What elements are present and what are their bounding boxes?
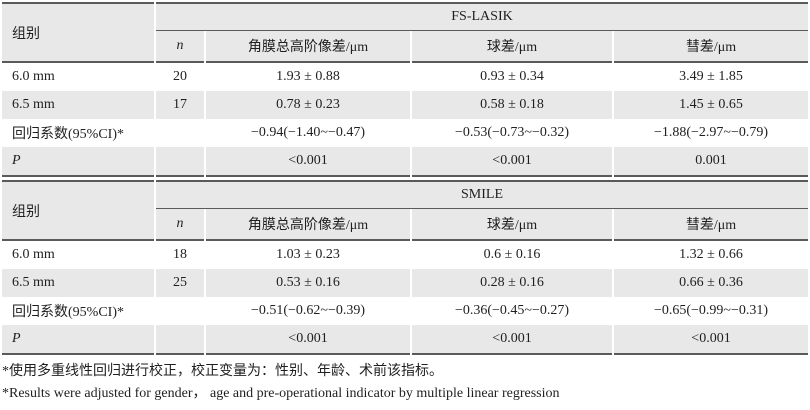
value-cell: <0.001 xyxy=(206,147,410,177)
n-cell: 20 xyxy=(156,63,204,91)
column-header-n: n xyxy=(156,31,204,63)
group-header-row: 组别 SMILE xyxy=(2,180,808,241)
value-cell: 0.28 ± 0.16 xyxy=(412,269,612,297)
value-cell: 1.03 ± 0.23 xyxy=(206,241,410,269)
n-cell: 17 xyxy=(156,91,204,119)
row-label-cell: 回归系数(95%CI)* xyxy=(2,297,154,325)
row-label-cell: 6.5 mm xyxy=(2,91,154,119)
footnote-english: *Results were adjusted for gender， age a… xyxy=(2,386,560,401)
table-row: 6.0 mm 20 1.93 ± 0.88 0.93 ± 0.34 3.49 ±… xyxy=(2,63,808,91)
value-cell: <0.001 xyxy=(412,325,612,355)
table-row: P <0.001 <0.001 <0.001 xyxy=(2,325,808,355)
table-row: P <0.001 <0.001 0.001 xyxy=(2,147,808,177)
aberration-table-smile: 组别 SMILE n 角膜总高阶像差/μm 球差/μm 彗差/μm 6.0 mm… xyxy=(0,180,810,355)
value-cell: 1.45 ± 0.65 xyxy=(614,91,808,119)
row-label-cell: 6.0 mm xyxy=(2,63,154,91)
aberration-table-fs-lasik: 组别 FS-LASIK n 角膜总高阶像差/μm 球差/μm 彗差/μm 6.0… xyxy=(0,2,810,177)
table-row: 6.5 mm 17 0.78 ± 0.23 0.58 ± 0.18 1.45 ±… xyxy=(2,91,808,119)
value-cell: 0.58 ± 0.18 xyxy=(412,91,612,119)
value-cell: 0.66 ± 0.36 xyxy=(614,269,808,297)
table-row: 回归系数(95%CI)* −0.94(−1.40~−0.47) −0.53(−0… xyxy=(2,119,808,147)
value-cell: 0.93 ± 0.34 xyxy=(412,63,612,91)
column-header-row: n 角膜总高阶像差/μm 球差/μm 彗差/μm xyxy=(2,31,808,63)
value-cell: −0.94(−1.40~−0.47) xyxy=(206,119,410,147)
row-label-cell: 6.5 mm xyxy=(2,269,154,297)
value-cell: 1.32 ± 0.66 xyxy=(614,241,808,269)
row-label-cell: P xyxy=(2,325,154,355)
table-body: 6.0 mm 18 1.03 ± 0.23 0.6 ± 0.16 1.32 ± … xyxy=(2,241,808,355)
surgery-type-header: SMILE xyxy=(156,180,808,209)
group-header-row: 组别 FS-LASIK xyxy=(2,2,808,63)
column-header-spherical: 球差/μm xyxy=(412,209,612,241)
value-cell: 3.49 ± 1.85 xyxy=(614,63,808,91)
n-cell xyxy=(156,119,204,147)
column-header-hoa: 角膜总高阶像差/μm xyxy=(206,31,410,63)
value-cell: <0.001 xyxy=(412,147,612,177)
value-cell: <0.001 xyxy=(206,325,410,355)
table-header: 组别 SMILE n 角膜总高阶像差/μm 球差/μm 彗差/μm xyxy=(2,180,808,241)
value-cell: −0.36(−0.45~−0.27) xyxy=(412,297,612,325)
n-cell: 25 xyxy=(156,269,204,297)
value-cell: 0.6 ± 0.16 xyxy=(412,241,612,269)
n-cell: 18 xyxy=(156,241,204,269)
footnotes: *使用多重线性回归进行校正，校正变量为：性别、年龄、术前该指标。 *Result… xyxy=(0,355,810,404)
group-column-header: 组别 xyxy=(2,2,154,63)
n-cell xyxy=(156,325,204,355)
n-cell xyxy=(156,147,204,177)
table-header: 组别 FS-LASIK n 角膜总高阶像差/μm 球差/μm 彗差/μm xyxy=(2,2,808,63)
column-header-coma: 彗差/μm xyxy=(614,31,808,63)
value-cell: −0.53(−0.73~−0.32) xyxy=(412,119,612,147)
value-cell: −0.65(−0.99~−0.31) xyxy=(614,297,808,325)
value-cell: −1.88(−2.97~−0.79) xyxy=(614,119,808,147)
row-label-cell: P xyxy=(2,147,154,177)
group-column-header: 组别 xyxy=(2,180,154,241)
table-row: 6.5 mm 25 0.53 ± 0.16 0.28 ± 0.16 0.66 ±… xyxy=(2,269,808,297)
row-label-cell: 回归系数(95%CI)* xyxy=(2,119,154,147)
table-row: 6.0 mm 18 1.03 ± 0.23 0.6 ± 0.16 1.32 ± … xyxy=(2,241,808,269)
value-cell: 0.53 ± 0.16 xyxy=(206,269,410,297)
value-cell: −0.51(−0.62~−0.39) xyxy=(206,297,410,325)
column-header-spherical: 球差/μm xyxy=(412,31,612,63)
value-cell: 1.93 ± 0.88 xyxy=(206,63,410,91)
surgery-type-header: FS-LASIK xyxy=(156,2,808,31)
value-cell: <0.001 xyxy=(614,325,808,355)
table-row: 回归系数(95%CI)* −0.51(−0.62~−0.39) −0.36(−0… xyxy=(2,297,808,325)
column-header-n: n xyxy=(156,209,204,241)
table-body: 6.0 mm 20 1.93 ± 0.88 0.93 ± 0.34 3.49 ±… xyxy=(2,63,808,177)
column-header-coma: 彗差/μm xyxy=(614,209,808,241)
value-cell: 0.001 xyxy=(614,147,808,177)
column-header-row: n 角膜总高阶像差/μm 球差/μm 彗差/μm xyxy=(2,209,808,241)
column-header-hoa: 角膜总高阶像差/μm xyxy=(206,209,410,241)
value-cell: 0.78 ± 0.23 xyxy=(206,91,410,119)
n-cell xyxy=(156,297,204,325)
row-label-cell: 6.0 mm xyxy=(2,241,154,269)
footnote-chinese: *使用多重线性回归进行校正，校正变量为：性别、年龄、术前该指标。 xyxy=(2,364,443,379)
